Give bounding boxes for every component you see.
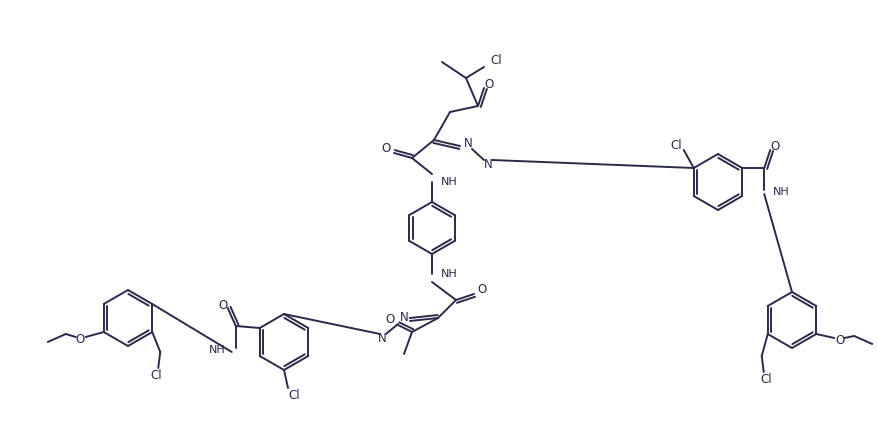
Text: Cl: Cl: [670, 139, 681, 151]
Text: O: O: [75, 333, 84, 345]
Text: N: N: [464, 136, 473, 150]
Text: N: N: [400, 310, 409, 324]
Text: NH: NH: [441, 269, 458, 279]
Text: O: O: [385, 313, 395, 326]
Text: O: O: [771, 140, 780, 153]
Text: N: N: [483, 157, 492, 170]
Text: Cl: Cl: [760, 372, 772, 385]
Text: NH: NH: [209, 345, 225, 355]
Text: Cl: Cl: [490, 54, 502, 68]
Text: Cl: Cl: [289, 388, 300, 402]
Text: O: O: [218, 299, 227, 311]
Text: O: O: [381, 142, 390, 154]
Text: NH: NH: [441, 177, 458, 187]
Text: O: O: [477, 283, 487, 296]
Text: O: O: [484, 78, 494, 91]
Text: Cl: Cl: [151, 368, 162, 382]
Text: NH: NH: [774, 187, 790, 197]
Text: O: O: [836, 334, 845, 347]
Text: N: N: [378, 331, 387, 344]
